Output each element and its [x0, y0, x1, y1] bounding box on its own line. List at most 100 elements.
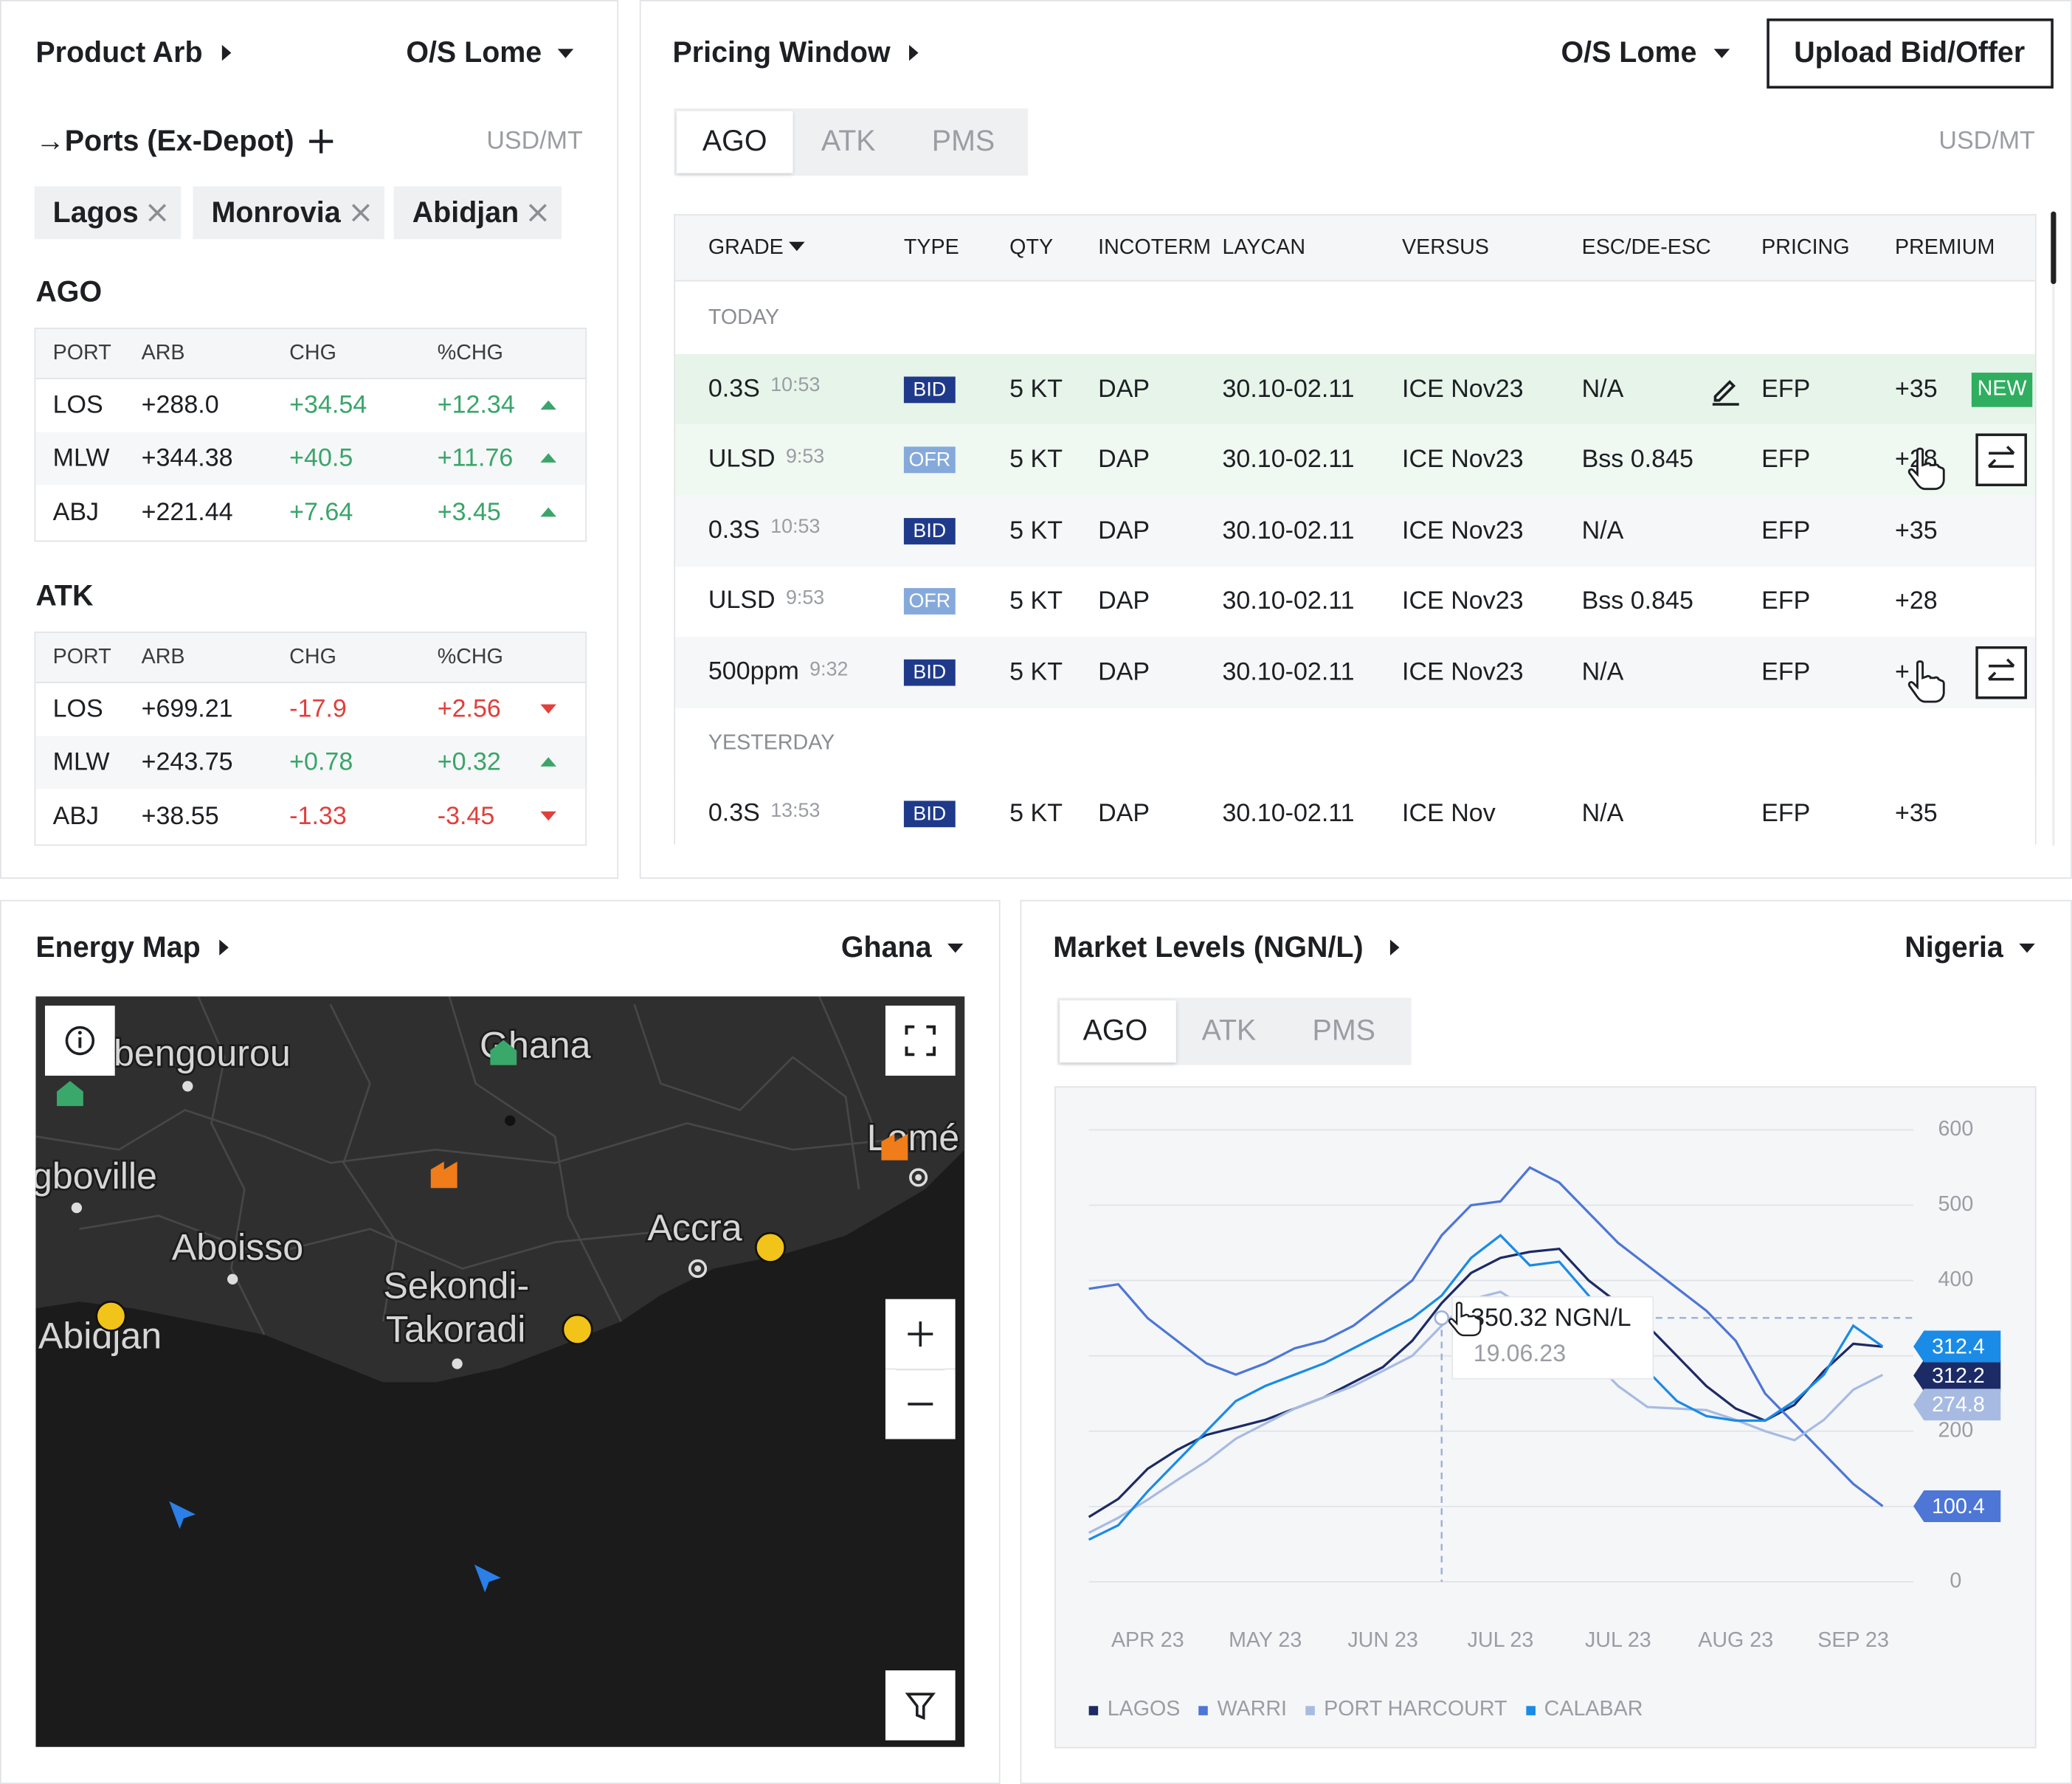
column-header[interactable]: GRADE	[708, 236, 784, 260]
cell: +12.34	[437, 392, 515, 420]
info-button[interactable]	[44, 1006, 115, 1076]
cell: N/A	[1581, 800, 1624, 829]
vessel-marker[interactable]	[169, 1501, 196, 1529]
tab[interactable]: ATK	[1201, 1013, 1257, 1047]
chart-area	[1054, 1086, 2037, 1749]
cell: EFP	[1761, 446, 1811, 474]
cell: +40.5	[289, 445, 353, 473]
tab[interactable]: PMS	[1312, 1013, 1375, 1047]
cell: +243.75	[141, 749, 233, 777]
port-marker[interactable]	[562, 1313, 593, 1345]
table-row[interactable]	[675, 566, 2035, 637]
location-dropdown[interactable]: Ghana	[840, 930, 932, 964]
upload-button[interactable]	[1767, 18, 2054, 89]
caret-icon[interactable]	[1713, 49, 1730, 58]
tab[interactable]: PMS	[931, 124, 995, 158]
type-label: BID	[913, 661, 947, 684]
fullscreen-button[interactable]	[885, 1006, 956, 1076]
cell: +28	[1895, 587, 1938, 616]
cell: Bss 0.845	[1581, 446, 1693, 474]
grade: ULSD	[708, 445, 776, 474]
cell: N/A	[1581, 375, 1624, 404]
panel-title[interactable]: Energy Map	[35, 930, 201, 964]
caret-icon[interactable]	[219, 939, 229, 955]
cell: MLW	[52, 445, 110, 473]
swap-button[interactable]	[1975, 646, 2028, 699]
caret-icon[interactable]	[2019, 943, 2035, 953]
cell: 30.10-02.11	[1222, 516, 1355, 545]
caret-icon[interactable]	[947, 943, 964, 953]
zoom-in-button[interactable]	[885, 1299, 956, 1369]
cell: 30.10-02.11	[1222, 658, 1355, 687]
cell: +0.32	[437, 749, 501, 777]
port-marker[interactable]	[754, 1231, 787, 1263]
legend-item[interactable]: PORT HARCOURT	[1305, 1698, 1508, 1722]
add-port-icon[interactable]	[306, 127, 335, 156]
panel-title[interactable]: Pricing Window	[672, 35, 891, 69]
filter-button[interactable]	[885, 1670, 956, 1740]
port-chip-label: Lagos	[52, 196, 139, 229]
column-header: PREMIUM	[1895, 236, 1995, 260]
location-dropdown[interactable]: Nigeria	[1904, 930, 2003, 964]
table-row[interactable]	[675, 637, 2035, 708]
caret-icon[interactable]	[221, 44, 232, 61]
place-label: Accra	[647, 1207, 742, 1248]
zoom-out-button[interactable]	[885, 1369, 956, 1439]
cell: ABJ	[52, 498, 100, 527]
type-label: BID	[913, 378, 947, 401]
cell: ICE Nov23	[1402, 516, 1524, 545]
refinery-marker[interactable]	[881, 1133, 908, 1161]
swap-button[interactable]	[1975, 433, 2028, 487]
legend-item[interactable]: LAGOS	[1088, 1698, 1181, 1722]
upload-button-label[interactable]: Upload Bid/Offer	[1794, 35, 2026, 69]
cell: DAP	[1098, 375, 1150, 404]
caret-icon[interactable]	[789, 241, 805, 252]
time: 13:53	[770, 799, 821, 822]
remove-chip-icon[interactable]	[528, 202, 549, 224]
table-title: AGO	[35, 274, 103, 308]
cell: +221.44	[141, 498, 233, 527]
place-label: gboville	[35, 1155, 157, 1197]
caret-icon[interactable]	[1389, 939, 1400, 955]
column-header: %CHG	[437, 342, 503, 365]
caret-icon[interactable]	[909, 44, 919, 61]
port-marker[interactable]	[95, 1300, 127, 1332]
type-badge	[903, 588, 956, 615]
tab[interactable]: AGO	[1082, 1013, 1148, 1047]
panel-title[interactable]: Product Arb	[35, 35, 203, 69]
panel-title[interactable]: Market Levels (NGN/L)	[1053, 930, 1364, 964]
remove-chip-icon[interactable]	[350, 202, 372, 224]
edit-icon[interactable]	[1710, 373, 1741, 406]
caret-icon[interactable]	[557, 49, 574, 58]
legend-item[interactable]: CALABAR	[1525, 1698, 1643, 1722]
time: 10:53	[770, 516, 821, 539]
table-row[interactable]	[675, 424, 2035, 496]
grade: ULSD	[708, 587, 776, 615]
tab-active[interactable]	[1060, 1000, 1176, 1063]
location-dropdown[interactable]: O/S Lome	[1561, 35, 1697, 69]
time: 10:53	[770, 374, 821, 397]
table-row[interactable]	[675, 353, 2035, 425]
remove-chip-icon[interactable]	[147, 202, 168, 224]
time: 9:53	[785, 445, 825, 468]
cell: EFP	[1761, 375, 1811, 404]
tab[interactable]: AGO	[702, 124, 767, 158]
legend-label: LAGOS	[1107, 1698, 1181, 1721]
legend-item[interactable]: WARRI	[1198, 1698, 1287, 1722]
land	[35, 996, 965, 1383]
table-row[interactable]	[675, 495, 2035, 567]
depot-marker[interactable]	[57, 1081, 83, 1107]
table-row[interactable]	[675, 778, 2035, 850]
new-badge-label: NEW	[1977, 377, 2027, 400]
vessel-marker[interactable]	[474, 1564, 501, 1593]
tab[interactable]: ATK	[821, 124, 876, 158]
cell: DAP	[1098, 587, 1150, 616]
grade-cell: ULSD 9:53	[708, 445, 825, 474]
location-dropdown[interactable]: O/S Lome	[406, 35, 542, 69]
panel	[0, 899, 1001, 1784]
depot-marker[interactable]	[490, 1040, 517, 1065]
refinery-marker[interactable]	[430, 1161, 457, 1189]
cell: -1.33	[289, 802, 347, 830]
time: 9:32	[809, 657, 849, 680]
tab-active[interactable]	[676, 111, 793, 173]
